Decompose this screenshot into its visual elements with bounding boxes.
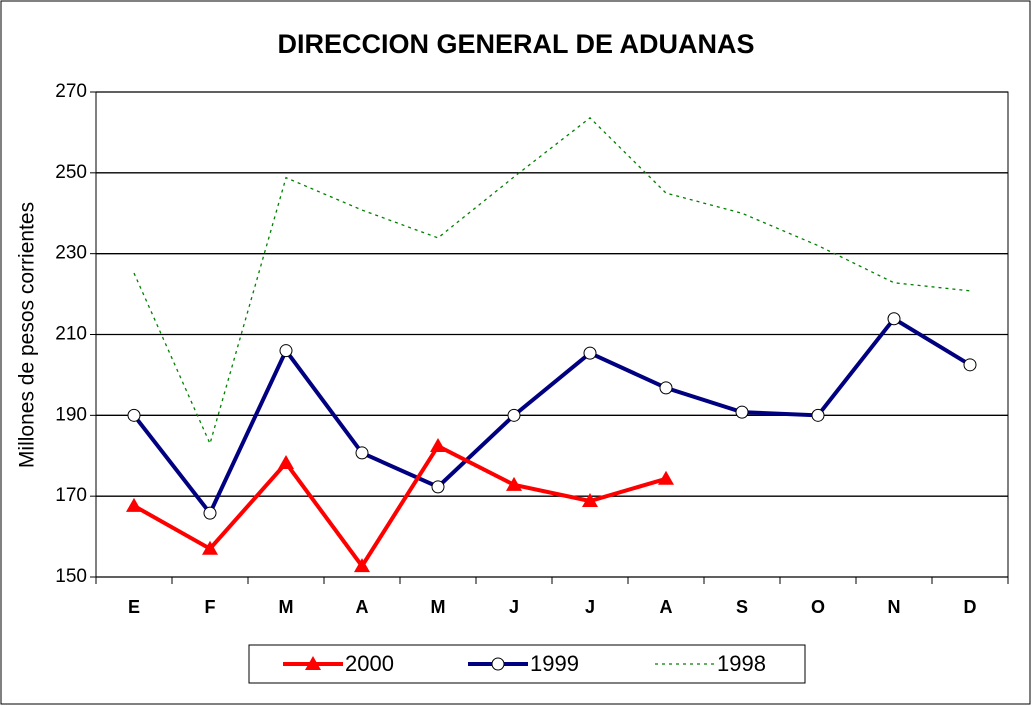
legend-marker bbox=[491, 657, 505, 671]
data-point bbox=[430, 438, 446, 453]
legend-label: 1999 bbox=[530, 651, 579, 676]
x-tick-label: N bbox=[888, 597, 901, 617]
data-point bbox=[658, 470, 674, 485]
x-tick-label: J bbox=[509, 597, 519, 617]
data-point bbox=[507, 408, 521, 422]
legend-marker bbox=[305, 656, 321, 670]
x-tick-label: F bbox=[205, 597, 216, 617]
data-point bbox=[506, 476, 522, 491]
y-tick-label: 270 bbox=[55, 81, 87, 102]
series-line bbox=[133, 443, 667, 570]
data-point bbox=[203, 506, 217, 520]
y-tick-label: 250 bbox=[55, 162, 87, 183]
data-point bbox=[659, 381, 673, 395]
x-tick-label: E bbox=[128, 597, 140, 617]
x-tick-label: O bbox=[811, 597, 825, 617]
x-tick-label: S bbox=[736, 597, 748, 617]
x-tick-label: D bbox=[964, 597, 977, 617]
x-tick-label: J bbox=[585, 597, 595, 617]
data-point bbox=[202, 540, 218, 555]
legend-label: 2000 bbox=[345, 651, 394, 676]
data-point bbox=[735, 405, 749, 419]
data-point bbox=[127, 408, 141, 422]
data-point bbox=[811, 408, 825, 422]
data-point bbox=[583, 346, 597, 360]
data-point bbox=[279, 344, 293, 358]
series-line bbox=[132, 316, 972, 517]
data-point bbox=[126, 497, 142, 512]
legend-label: 1998 bbox=[717, 651, 766, 676]
chart-title: DIRECCION GENERAL DE ADUANAS bbox=[277, 29, 754, 59]
data-point bbox=[355, 446, 369, 460]
data-point bbox=[887, 312, 901, 326]
y-axis-label: Millones de pesos corrientes bbox=[16, 202, 39, 468]
y-tick-label: 150 bbox=[55, 566, 87, 587]
data-point bbox=[278, 455, 294, 470]
x-tick-label: M bbox=[431, 597, 446, 617]
y-tick-label: 230 bbox=[55, 243, 87, 264]
data-point bbox=[354, 558, 370, 573]
x-tick-label: A bbox=[356, 597, 369, 617]
y-tick-label: 190 bbox=[55, 404, 87, 425]
x-tick-label: A bbox=[660, 597, 673, 617]
data-point bbox=[963, 358, 977, 372]
y-tick-label: 210 bbox=[55, 324, 87, 345]
series-line bbox=[133, 117, 971, 446]
data-point bbox=[431, 480, 445, 494]
x-tick-label: M bbox=[279, 597, 294, 617]
data-point bbox=[582, 493, 598, 508]
y-tick-label: 170 bbox=[55, 485, 87, 506]
